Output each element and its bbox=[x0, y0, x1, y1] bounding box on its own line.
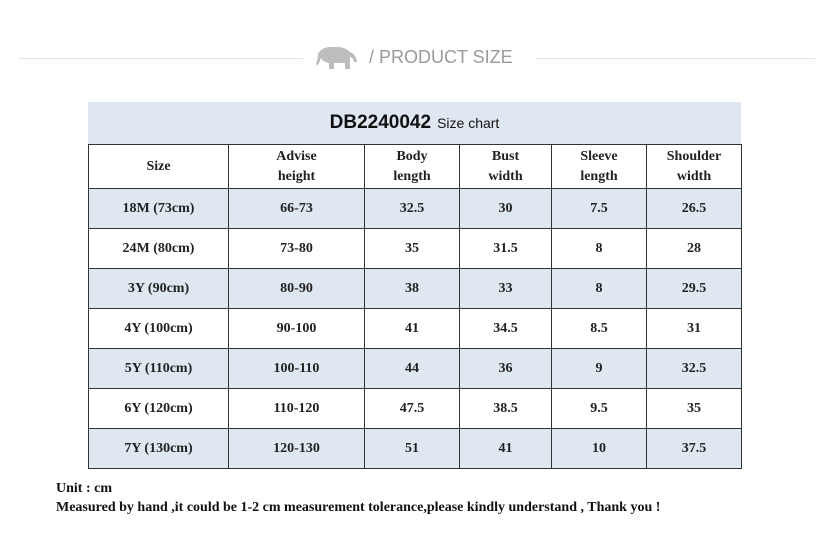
header-row: Size Advise height Body length Bust width Sleev… bbox=[88, 144, 742, 189]
cell: 120-130 bbox=[228, 428, 365, 469]
section-title: / PRODUCT SIZE bbox=[369, 47, 513, 67]
cell: 33 bbox=[459, 268, 552, 309]
size-table: Size Advise height Body length Bust width Sleev… bbox=[88, 144, 742, 469]
cell: 26.5 bbox=[646, 188, 742, 229]
table-title: Size chart bbox=[437, 115, 500, 131]
cell: 38 bbox=[364, 268, 460, 309]
cell: 5Y (110cm) bbox=[88, 348, 229, 389]
cell: 8 bbox=[551, 268, 647, 309]
divider bbox=[535, 58, 815, 59]
data-row: 7Y (130cm) 120-130 51 41 10 37.5 bbox=[88, 428, 742, 469]
cell: 110-120 bbox=[228, 388, 365, 429]
data-row: 24M (80cm) 73-80 35 31.5 8 28 bbox=[88, 228, 742, 269]
cell: 41 bbox=[459, 428, 552, 469]
cell: 7.5 bbox=[551, 188, 647, 229]
cell: 24M (80cm) bbox=[88, 228, 229, 269]
header-text: Advise bbox=[276, 148, 317, 164]
cell: 8.5 bbox=[551, 308, 647, 349]
cell: 18M (73cm) bbox=[88, 188, 229, 229]
product-code: DB2240042 bbox=[329, 112, 432, 133]
tolerance-note: Measured by hand ,it could be 1-2 cm mea… bbox=[56, 500, 661, 515]
header-text: length bbox=[580, 168, 618, 184]
cell: 4Y (100cm) bbox=[88, 308, 229, 349]
cell: 47.5 bbox=[364, 388, 460, 429]
column-header: Sleeve length bbox=[551, 144, 647, 189]
header-text: width bbox=[676, 168, 712, 184]
header-text: Body bbox=[396, 148, 428, 164]
cell: 6Y (120cm) bbox=[88, 388, 229, 429]
header-text: Sleeve bbox=[580, 148, 618, 164]
header-text: Size bbox=[146, 158, 171, 174]
header-text: length bbox=[393, 168, 431, 184]
cell: 37.5 bbox=[646, 428, 742, 469]
cell: 34.5 bbox=[459, 308, 552, 349]
column-header: Body length bbox=[364, 144, 460, 189]
header-text: Shoulder bbox=[666, 148, 722, 164]
cell: 32.5 bbox=[646, 348, 742, 389]
header-text: height bbox=[277, 168, 316, 184]
elephant-icon bbox=[316, 46, 357, 69]
cell: 8 bbox=[551, 228, 647, 269]
cell: 30 bbox=[459, 188, 552, 229]
data-row: 6Y (120cm) 110-120 47.5 38.5 9.5 35 bbox=[88, 388, 742, 429]
cell: 9 bbox=[551, 348, 647, 389]
cell: 51 bbox=[364, 428, 460, 469]
column-header: Size bbox=[88, 144, 229, 189]
cell: 66-73 bbox=[228, 188, 365, 229]
cell: 36 bbox=[459, 348, 552, 389]
unit-note: Unit : cm bbox=[56, 481, 112, 496]
cell: 35 bbox=[364, 228, 460, 269]
column-header: Shoulder width bbox=[646, 144, 742, 189]
cell: 10 bbox=[551, 428, 647, 469]
cell: 31.5 bbox=[459, 228, 552, 269]
data-row: 4Y (100cm) 90-100 41 34.5 8.5 31 bbox=[88, 308, 742, 349]
header-text: width bbox=[488, 168, 523, 184]
cell: 7Y (130cm) bbox=[88, 428, 229, 469]
cell: 80-90 bbox=[228, 268, 365, 309]
cell: 100-110 bbox=[228, 348, 365, 389]
cell: 90-100 bbox=[228, 308, 365, 349]
cell: 28 bbox=[646, 228, 742, 269]
cell: 29.5 bbox=[646, 268, 742, 309]
cell: 38.5 bbox=[459, 388, 552, 429]
data-row: 18M (73cm) 66-73 32.5 30 7.5 26.5 bbox=[88, 188, 742, 229]
header-text: Bust bbox=[491, 148, 520, 164]
data-row: 3Y (90cm) 80-90 38 33 8 29.5 bbox=[88, 268, 742, 309]
cell: 32.5 bbox=[364, 188, 460, 229]
table-title-bar: DB2240042 Size chart bbox=[88, 102, 741, 144]
cell: 3Y (90cm) bbox=[88, 268, 229, 309]
cell: 73-80 bbox=[228, 228, 365, 269]
column-header: Bust width bbox=[459, 144, 552, 189]
divider bbox=[18, 58, 303, 59]
cell: 35 bbox=[646, 388, 742, 429]
cell: 44 bbox=[364, 348, 460, 389]
cell: 41 bbox=[364, 308, 460, 349]
column-header: Advise height bbox=[228, 144, 365, 189]
cell: 31 bbox=[646, 308, 742, 349]
cell: 9.5 bbox=[551, 388, 647, 429]
data-row: 5Y (110cm) 100-110 44 36 9 32.5 bbox=[88, 348, 742, 389]
